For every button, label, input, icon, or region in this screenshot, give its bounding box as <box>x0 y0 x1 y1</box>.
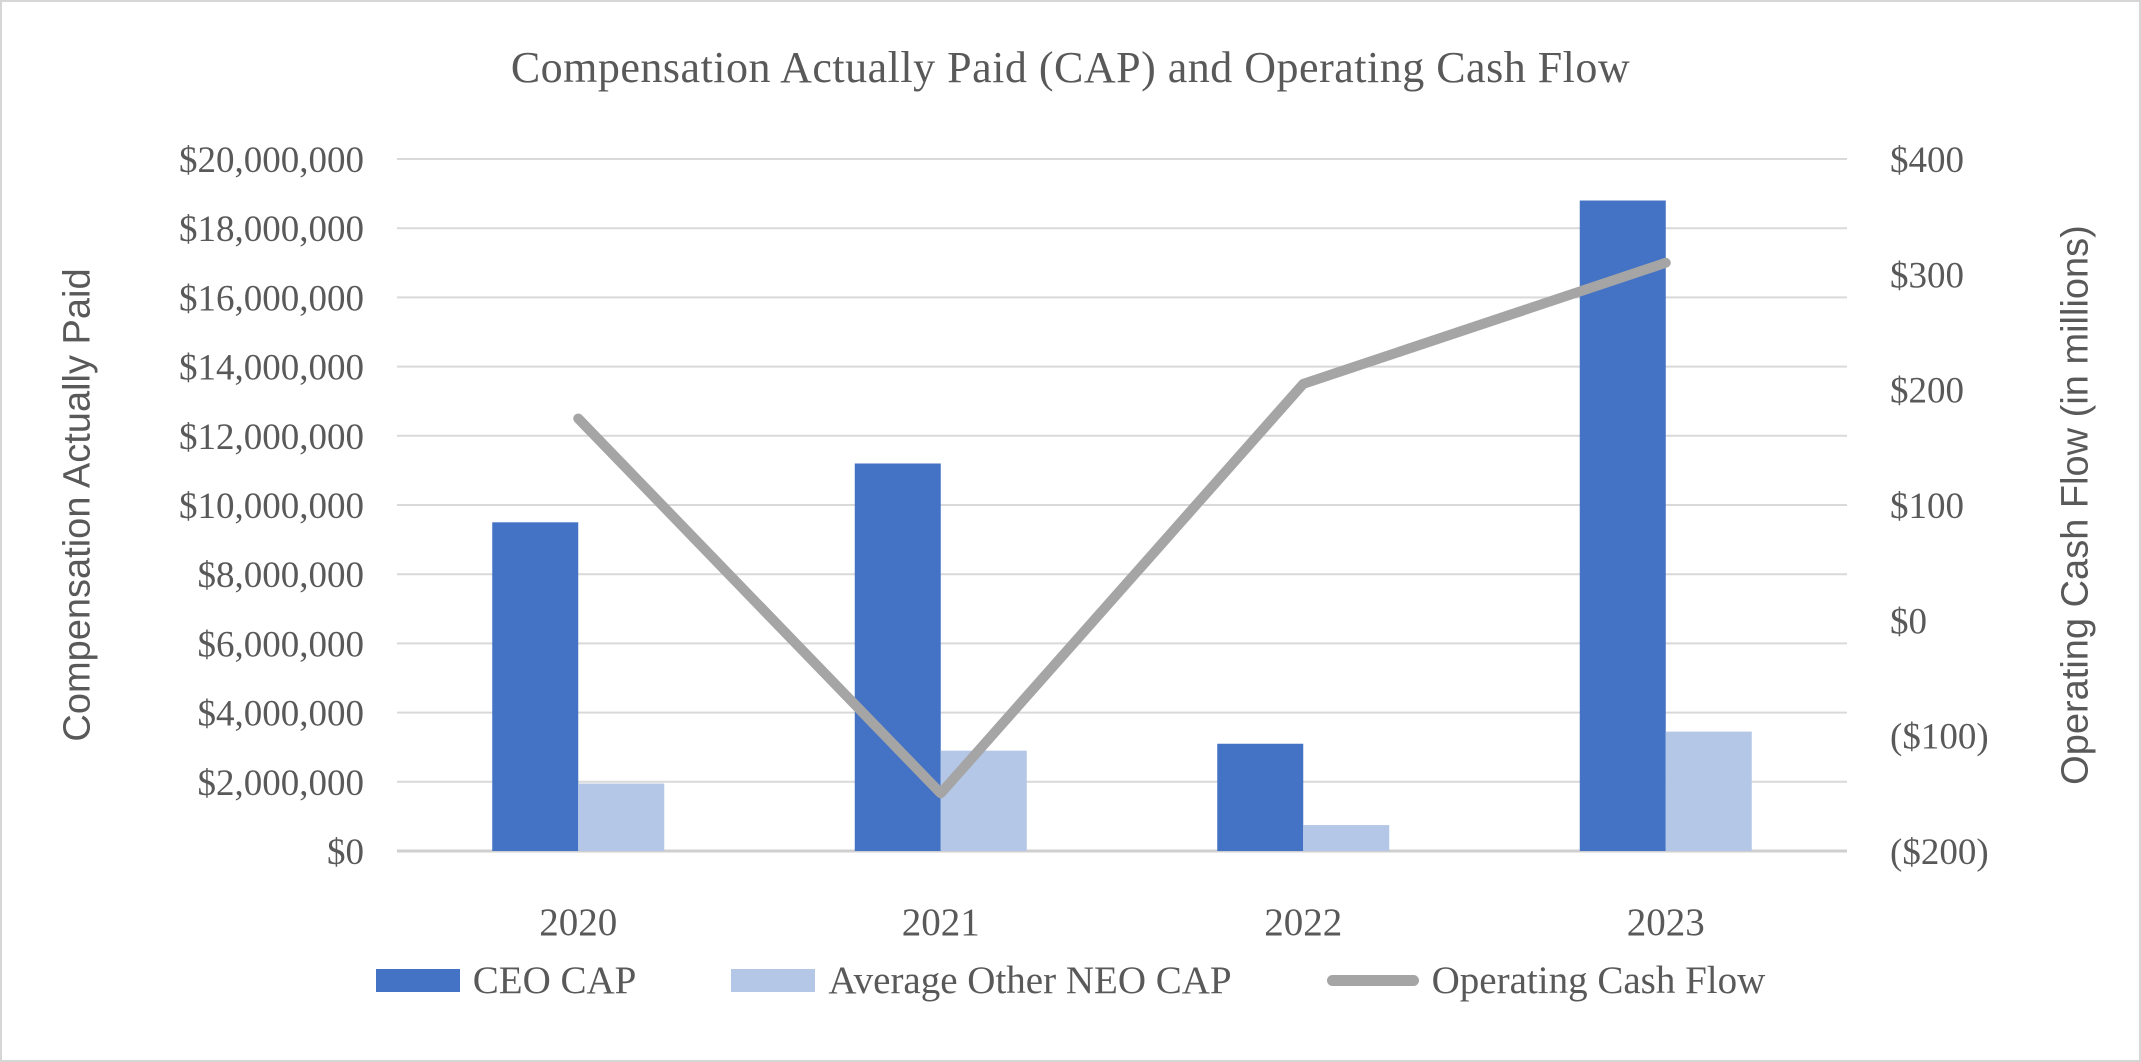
y-tick-label-right: ($100) <box>1890 717 1989 758</box>
y-tick-label-left: $10,000,000 <box>179 486 364 527</box>
y-tick-label-left: $16,000,000 <box>179 278 364 319</box>
bar-average-other-neo-cap-2020 <box>578 783 665 851</box>
chart-title: Compensation Actually Paid (CAP) and Ope… <box>510 43 1631 92</box>
y-tick-label-right: ($200) <box>1890 832 1989 873</box>
ocf-line <box>573 257 1671 799</box>
y-tick-label-right: $100 <box>1890 486 1964 527</box>
x-tick-label: 2020 <box>539 901 617 944</box>
legend-item-ceo-cap: CEO CAP <box>375 958 637 1003</box>
bar-ceo-cap-2023 <box>1579 200 1666 851</box>
legend-label: Average Other NEO CAP <box>828 959 1232 1002</box>
legend-item-operating-cash-flow: Operating Cash Flow <box>1326 958 1766 1003</box>
y-tick-label-left: $0 <box>327 832 364 873</box>
x-tick-label: 2021 <box>902 901 980 944</box>
legend-label: CEO CAP <box>472 959 637 1002</box>
y-tick-label-left: $20,000,000 <box>179 140 364 181</box>
y-tick-label-right: $300 <box>1890 255 1964 296</box>
y-tick-label-right: $400 <box>1890 140 1964 181</box>
legend: CEO CAP Average Other NEO CAP Operating Ca… <box>2 958 2139 1003</box>
y-tick-label-left: $18,000,000 <box>179 209 364 250</box>
y-tick-label-left: $2,000,000 <box>198 763 365 804</box>
legend-item-average-other-neo-cap: Average Other NEO CAP <box>731 958 1232 1003</box>
y-tick-label-right: $0 <box>1890 601 1927 642</box>
y-tick-label-left: $14,000,000 <box>179 348 364 389</box>
y-tick-label-left: $6,000,000 <box>198 624 365 665</box>
x-tick-label: 2022 <box>1264 901 1342 944</box>
legend-bar-swatch <box>375 969 460 992</box>
bar-average-other-neo-cap-2022 <box>1303 825 1390 851</box>
legend-bar-swatch <box>731 969 816 992</box>
bar-ceo-cap-2020 <box>492 522 579 851</box>
y-tick-label-left: $4,000,000 <box>198 694 365 735</box>
legend-label: Operating Cash Flow <box>1431 959 1766 1002</box>
y-tick-label-left: $8,000,000 <box>198 555 365 596</box>
y-tick-label-left: $12,000,000 <box>179 417 364 458</box>
bar-average-other-neo-cap-2023 <box>1665 731 1752 851</box>
x-tick-label: 2023 <box>1627 901 1705 944</box>
legend-line-swatch <box>1326 975 1419 986</box>
bar-ceo-cap-2022 <box>1217 743 1304 851</box>
bar-average-other-neo-cap-2021 <box>940 750 1027 851</box>
y-tick-label-right: $200 <box>1890 371 1964 412</box>
bar-ceo-cap-2021 <box>854 463 941 851</box>
